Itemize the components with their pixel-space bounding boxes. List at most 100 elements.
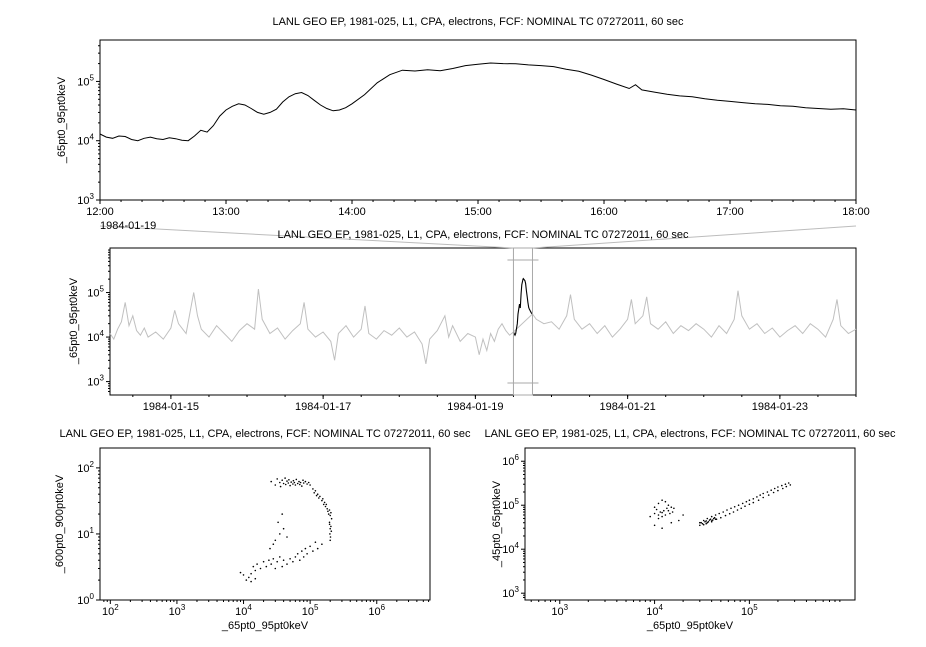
data-point xyxy=(671,511,674,513)
data-point xyxy=(726,509,728,511)
x-tick-label: 1984-01-23 xyxy=(752,401,808,413)
panel1-title: LANL GEO EP, 1981-025, L1, CPA, electron… xyxy=(272,16,684,28)
data-point xyxy=(756,496,758,498)
data-point xyxy=(282,482,285,485)
data-point xyxy=(678,519,680,522)
data-point xyxy=(777,489,779,492)
data-point xyxy=(312,488,314,490)
data-point xyxy=(720,516,722,519)
data-point xyxy=(782,487,784,490)
x-tick-label: 105 xyxy=(741,603,758,618)
x-tick-label: 102 xyxy=(102,603,119,618)
panel3-x-axis-label: _65pt0_95pt0keV xyxy=(221,620,309,632)
x-tick-label: 15:00 xyxy=(464,206,492,218)
data-point xyxy=(770,489,772,492)
data-point xyxy=(784,483,787,486)
x-tick-label: 103 xyxy=(551,603,568,618)
data-point xyxy=(319,495,321,498)
data-point xyxy=(713,516,716,519)
data-point xyxy=(649,515,651,518)
data-point xyxy=(328,523,331,526)
plot-area-4[interactable] xyxy=(525,448,855,600)
data-point xyxy=(706,517,709,520)
data-point xyxy=(328,509,331,511)
data-point xyxy=(329,539,332,542)
data-point xyxy=(279,556,281,558)
data-point xyxy=(682,514,684,516)
x-tick-label: 12:00 xyxy=(86,206,114,218)
data-point xyxy=(301,550,303,552)
data-point xyxy=(286,536,288,538)
data-point xyxy=(330,525,332,528)
data-point xyxy=(705,520,707,522)
panel1-y-axis-label: _65pt0_95pt0keV xyxy=(56,76,68,164)
x-tick-label: 1984-01-21 xyxy=(599,401,655,413)
plot-area-1[interactable] xyxy=(100,40,856,200)
data-point xyxy=(281,513,284,515)
data-point xyxy=(292,560,294,563)
data-point xyxy=(314,490,317,492)
data-point xyxy=(732,511,735,513)
data-point xyxy=(268,559,270,561)
data-point xyxy=(327,513,330,515)
y-tick-label: 105 xyxy=(87,285,104,300)
data-point xyxy=(789,484,792,486)
data-point xyxy=(733,506,736,508)
data-point xyxy=(664,514,667,516)
data-point xyxy=(299,481,302,484)
data-point xyxy=(309,484,311,486)
y-tick-label: 103 xyxy=(87,374,104,389)
data-point xyxy=(274,539,277,542)
panel4-title: LANL GEO EP, 1981-025, L1, CPA, electron… xyxy=(484,428,896,440)
y-tick-label: 105 xyxy=(502,497,519,512)
data-point xyxy=(728,512,731,515)
data-point xyxy=(670,506,673,509)
x-tick-label: 105 xyxy=(302,603,319,618)
plot-frame xyxy=(99,447,431,601)
data-point xyxy=(302,482,305,484)
data-point xyxy=(766,491,769,493)
panel3-title: LANL GEO EP, 1981-025, L1, CPA, electron… xyxy=(59,428,471,440)
data-point xyxy=(304,480,307,483)
x-tick-label: 1984-01-15 xyxy=(143,401,199,413)
data-point xyxy=(781,484,783,487)
data-point xyxy=(245,579,248,581)
data-point xyxy=(307,481,310,484)
scatter-series-0 xyxy=(649,482,792,529)
data-point xyxy=(286,480,288,482)
y-tick-label: 102 xyxy=(77,460,94,475)
data-point xyxy=(706,521,709,524)
data-point xyxy=(666,507,668,510)
data-point xyxy=(294,484,297,486)
data-point xyxy=(659,511,662,513)
data-point xyxy=(702,523,705,526)
x-tick-label: 103 xyxy=(169,603,186,618)
data-point xyxy=(762,496,764,499)
y-tick-label: 101 xyxy=(77,526,94,541)
data-point xyxy=(657,517,660,520)
data-point xyxy=(288,479,290,481)
data-point xyxy=(281,479,284,482)
data-point xyxy=(318,497,320,499)
data-point xyxy=(699,524,701,527)
data-point xyxy=(773,487,776,490)
data-point xyxy=(661,499,663,502)
zoom-connector-right xyxy=(532,225,857,249)
data-point xyxy=(326,508,329,510)
data-point xyxy=(281,565,284,568)
y-tick-label: 106 xyxy=(502,453,519,468)
zoom-interval-box[interactable] xyxy=(512,247,533,396)
data-point xyxy=(316,493,319,496)
panel1-start-date-label: 1984-01-19 xyxy=(100,220,157,232)
data-point xyxy=(322,503,325,506)
data-point xyxy=(274,484,277,486)
panel3-y-axis-label: _600pt0_900pt0keV xyxy=(54,474,66,574)
data-point xyxy=(718,512,720,515)
data-point xyxy=(661,527,663,529)
data-point xyxy=(759,494,761,496)
plot-area-2[interactable] xyxy=(110,248,856,395)
data-point xyxy=(272,558,275,560)
data-point xyxy=(736,509,739,511)
plot-area-3[interactable] xyxy=(100,448,430,600)
